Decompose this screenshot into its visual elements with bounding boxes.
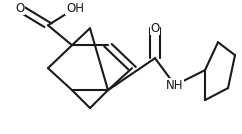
Text: OH: OH [66,2,84,15]
Text: O: O [15,2,25,15]
Text: NH: NH [166,79,184,92]
Text: O: O [150,22,160,35]
